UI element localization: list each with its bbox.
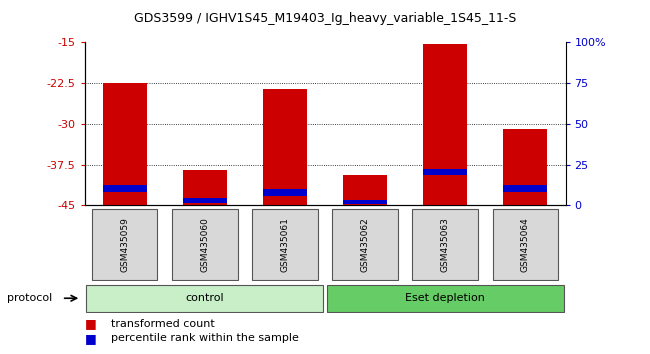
FancyBboxPatch shape — [252, 209, 318, 280]
Bar — [343, 176, 387, 205]
FancyBboxPatch shape — [412, 209, 478, 280]
Bar — [103, 185, 147, 192]
Text: ■: ■ — [84, 318, 96, 330]
Text: ■: ■ — [84, 332, 96, 344]
Bar — [263, 88, 307, 205]
Bar — [183, 170, 227, 205]
Text: transformed count: transformed count — [111, 319, 214, 329]
Text: Eset depletion: Eset depletion — [406, 293, 485, 303]
FancyBboxPatch shape — [493, 209, 558, 280]
Text: GSM435060: GSM435060 — [200, 217, 209, 272]
Bar — [103, 83, 147, 205]
FancyBboxPatch shape — [86, 285, 324, 312]
Bar — [503, 129, 547, 205]
FancyBboxPatch shape — [172, 209, 238, 280]
Text: protocol: protocol — [6, 293, 52, 303]
Bar — [183, 198, 227, 202]
Text: GSM435064: GSM435064 — [521, 217, 530, 272]
Text: GSM435063: GSM435063 — [441, 217, 450, 272]
Text: GSM435062: GSM435062 — [361, 217, 370, 272]
Bar — [343, 200, 387, 204]
Text: GDS3599 / IGHV1S45_M19403_Ig_heavy_variable_1S45_11-S: GDS3599 / IGHV1S45_M19403_Ig_heavy_varia… — [134, 12, 516, 25]
FancyBboxPatch shape — [326, 285, 564, 312]
FancyBboxPatch shape — [332, 209, 398, 280]
Bar — [503, 185, 547, 192]
Bar — [263, 189, 307, 195]
Bar — [423, 44, 467, 205]
FancyBboxPatch shape — [92, 209, 157, 280]
Bar — [423, 169, 467, 176]
Text: GSM435059: GSM435059 — [120, 217, 129, 272]
Text: percentile rank within the sample: percentile rank within the sample — [111, 333, 298, 343]
Text: GSM435061: GSM435061 — [280, 217, 289, 272]
Text: control: control — [185, 293, 224, 303]
